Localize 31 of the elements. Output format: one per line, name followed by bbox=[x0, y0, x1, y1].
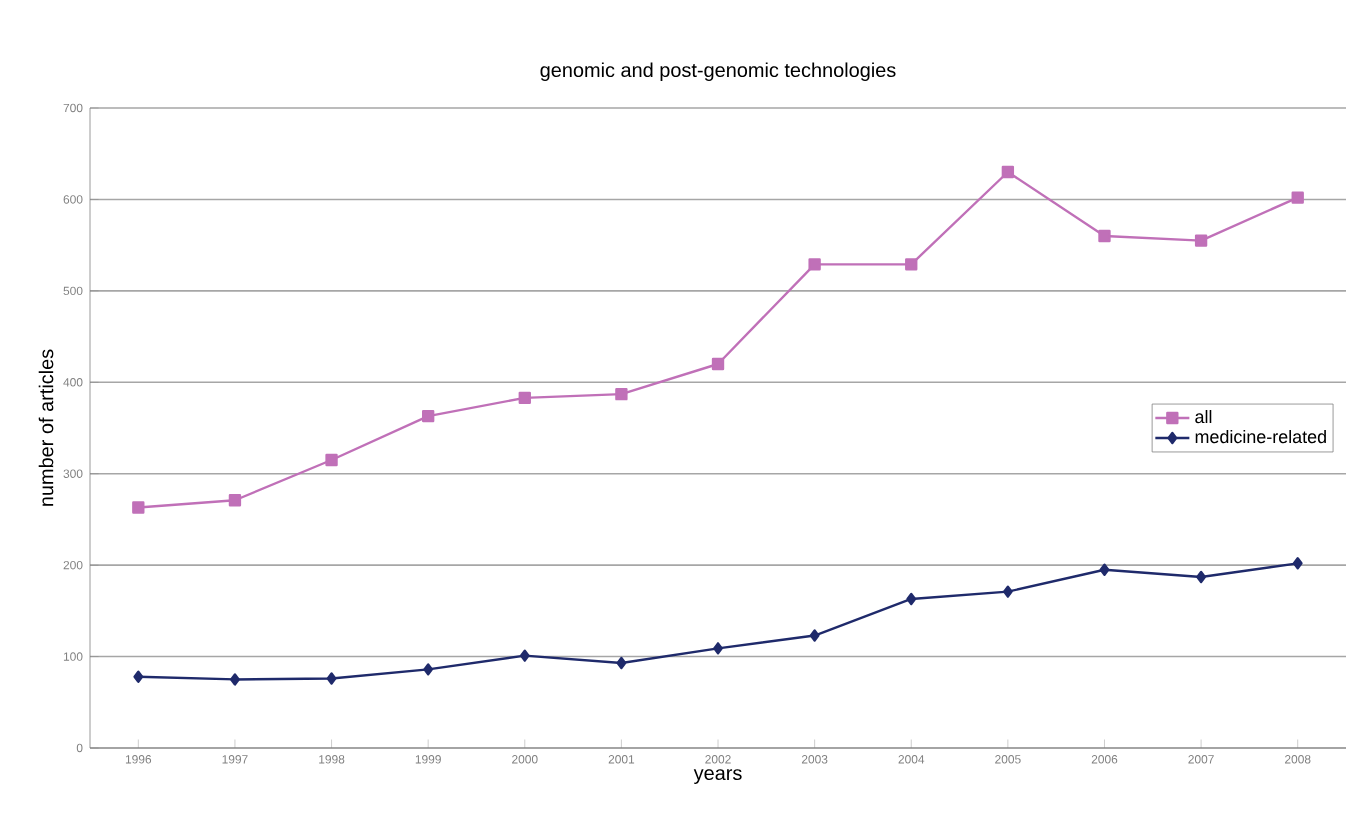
point bbox=[616, 656, 627, 670]
point bbox=[421, 409, 435, 423]
point bbox=[228, 494, 242, 507]
point bbox=[423, 663, 434, 676]
chart-title: genomic and post-genomic technologies bbox=[540, 62, 896, 81]
x-axis-title: years bbox=[693, 769, 742, 785]
point bbox=[1001, 165, 1015, 179]
point bbox=[133, 670, 144, 683]
point bbox=[615, 388, 628, 401]
point bbox=[230, 673, 240, 686]
point bbox=[519, 649, 530, 662]
y-axis-title: number of articles bbox=[38, 349, 54, 506]
point bbox=[325, 453, 338, 467]
point bbox=[1194, 234, 1208, 247]
point bbox=[1098, 229, 1111, 243]
point bbox=[809, 629, 820, 642]
point bbox=[518, 391, 531, 405]
point bbox=[1196, 570, 1207, 584]
point bbox=[711, 357, 725, 371]
point bbox=[1002, 585, 1013, 598]
point bbox=[1291, 191, 1304, 204]
point bbox=[1099, 563, 1110, 576]
point bbox=[713, 642, 723, 655]
point bbox=[808, 258, 821, 271]
point bbox=[1292, 557, 1303, 570]
point bbox=[906, 592, 917, 606]
point bbox=[326, 672, 337, 685]
legend-label: all bbox=[1195, 410, 1212, 424]
point bbox=[132, 501, 145, 514]
point bbox=[905, 258, 918, 271]
legend-label: medicine-related bbox=[1195, 429, 1326, 444]
